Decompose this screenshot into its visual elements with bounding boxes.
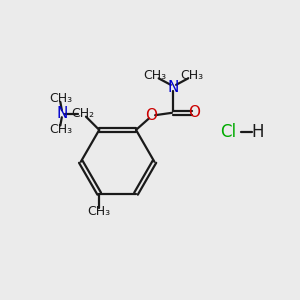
Text: CH₃: CH₃ — [49, 122, 72, 136]
Text: CH₃: CH₃ — [180, 69, 203, 82]
Text: O: O — [189, 105, 201, 120]
Text: CH₃: CH₃ — [88, 205, 111, 218]
Text: N: N — [168, 80, 179, 95]
Text: H: H — [251, 123, 264, 141]
Text: Cl: Cl — [220, 123, 236, 141]
Text: O: O — [145, 108, 157, 123]
Text: N: N — [56, 106, 68, 121]
Text: CH₃: CH₃ — [49, 92, 72, 105]
Text: CH₂: CH₂ — [71, 107, 94, 120]
Text: CH₃: CH₃ — [144, 69, 167, 82]
